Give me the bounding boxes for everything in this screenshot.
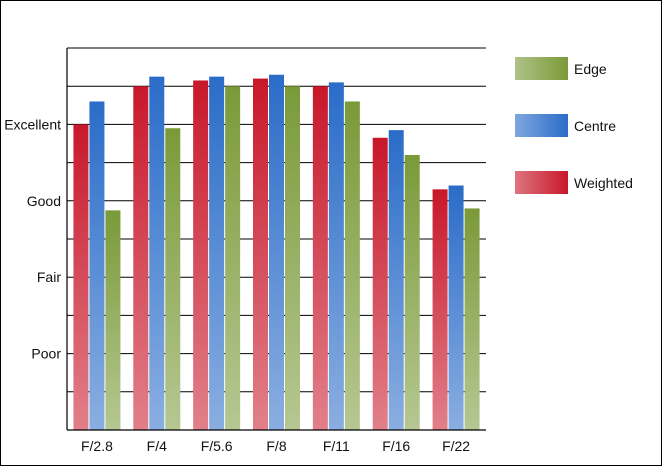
bar-edge-0 xyxy=(105,210,121,430)
bar-centre-2 xyxy=(209,76,225,431)
bar-weighted-2 xyxy=(193,80,209,430)
legend-item-weighted: Weighted xyxy=(515,171,633,194)
bar-centre-4 xyxy=(328,82,344,430)
legend-item-edge: Edge xyxy=(515,57,607,80)
bar-centre-3 xyxy=(269,74,284,431)
x-tick-label: F/2.8 xyxy=(81,438,113,454)
bar-weighted-1 xyxy=(133,86,149,430)
legend-swatch xyxy=(515,171,568,194)
x-tick-label: F/8 xyxy=(266,438,286,454)
bar-edge-2 xyxy=(225,86,241,430)
legend-swatch xyxy=(515,57,568,80)
bar-weighted-5 xyxy=(372,137,388,430)
legend-label: Edge xyxy=(574,61,607,77)
x-tick-label: F/22 xyxy=(442,438,470,454)
bar-centre-6 xyxy=(448,185,464,430)
y-tick-label: Good xyxy=(27,193,61,209)
x-tick-label: F/5.6 xyxy=(201,438,233,454)
bar-edge-3 xyxy=(285,86,300,430)
bar-centre-1 xyxy=(149,76,165,431)
y-tick-label: Excellent xyxy=(4,116,61,132)
legend-swatch xyxy=(515,114,568,137)
bar-centre-5 xyxy=(388,130,404,430)
axes xyxy=(66,48,486,431)
bar-centre-0 xyxy=(89,101,105,430)
bar-weighted-3 xyxy=(253,78,268,430)
bars xyxy=(73,74,480,431)
bar-weighted-6 xyxy=(432,189,448,430)
bar-edge-1 xyxy=(165,128,181,430)
legend: Edge Centre Weighted xyxy=(515,57,633,194)
x-tick-label: F/16 xyxy=(382,438,410,454)
bar-weighted-0 xyxy=(73,124,89,431)
x-tick-label: F/4 xyxy=(147,438,167,454)
y-tick-labels: Poor Fair Good Excellent xyxy=(4,116,61,361)
y-tick-label: Fair xyxy=(37,269,61,285)
x-tick-labels: F/2.8 F/4 F/5.6 F/8 F/11 F/16 F/22 xyxy=(81,438,470,454)
bar-weighted-4 xyxy=(312,86,328,430)
bar-edge-6 xyxy=(464,208,480,430)
bar-edge-4 xyxy=(344,101,360,430)
legend-label: Weighted xyxy=(574,175,633,191)
x-tick-label: F/11 xyxy=(323,438,350,454)
bar-edge-5 xyxy=(404,154,420,430)
y-tick-label: Poor xyxy=(31,346,61,362)
legend-label: Centre xyxy=(574,118,616,134)
legend-item-centre: Centre xyxy=(515,114,616,137)
